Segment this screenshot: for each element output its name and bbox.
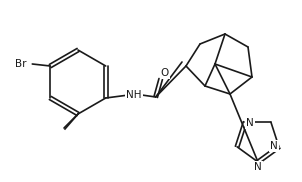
Text: Br: Br [14,59,26,69]
Text: O: O [161,68,169,78]
Text: N: N [254,162,262,172]
Text: NH: NH [126,90,141,100]
Text: N: N [270,141,278,151]
Text: N: N [246,118,254,128]
